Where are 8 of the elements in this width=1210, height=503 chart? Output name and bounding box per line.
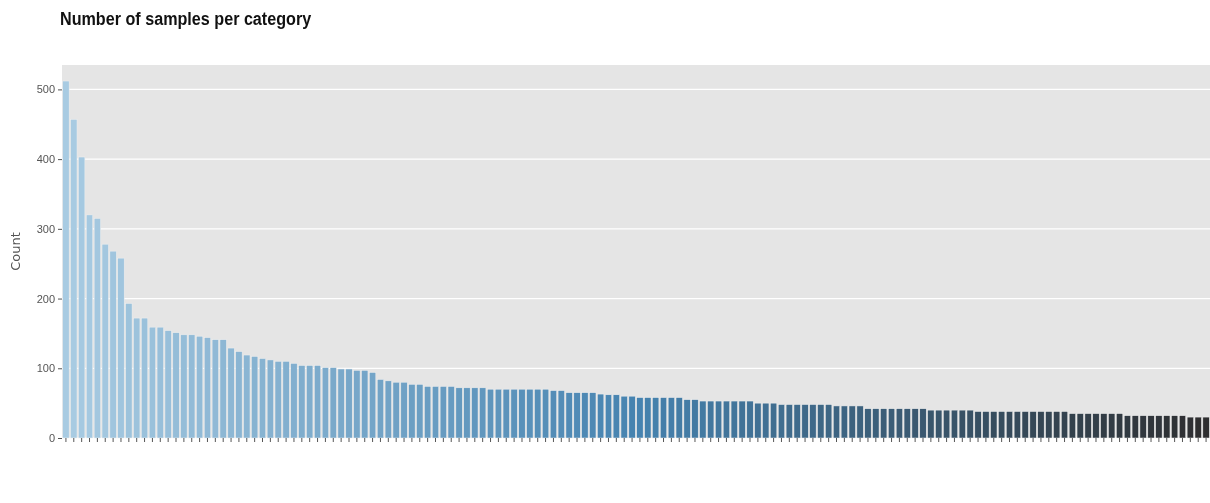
y-tick-label: 100 (36, 362, 55, 375)
y-axis-title: Count (8, 232, 23, 271)
y-tick-label: 300 (36, 222, 55, 235)
chart-title: Number of samples per category (60, 7, 312, 30)
y-tick-label: 500 (36, 83, 55, 96)
y-tick-label: 400 (36, 153, 55, 166)
y-tick-label: 0 (48, 432, 55, 445)
y-tick-label: 200 (36, 292, 55, 305)
